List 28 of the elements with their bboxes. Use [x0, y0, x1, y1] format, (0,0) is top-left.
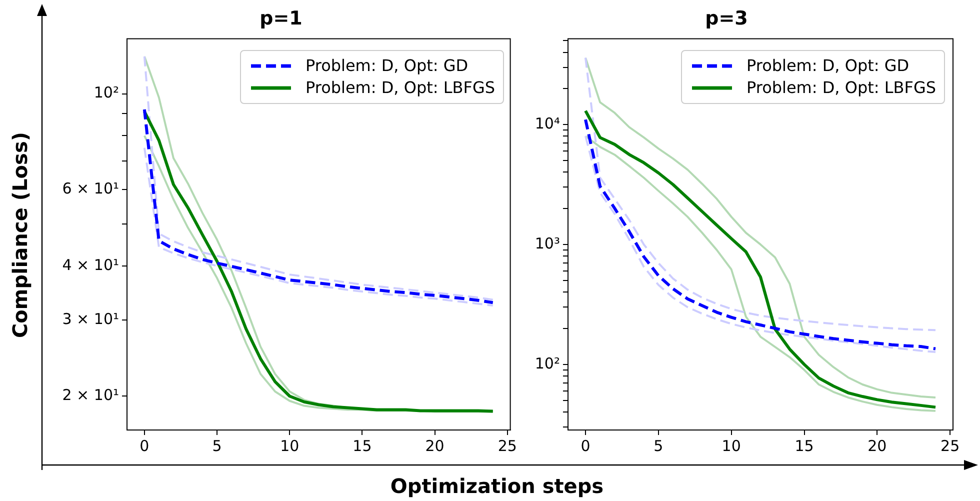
- x-tick-label: 10: [280, 436, 300, 455]
- y-tick-label: 6 × 10¹: [62, 180, 119, 198]
- x-tick-label: 10: [722, 436, 741, 455]
- chart-title: p=3: [705, 7, 748, 30]
- x-tick-label: 25: [940, 436, 960, 455]
- x-tick-label: 25: [498, 436, 517, 455]
- x-tick-label: 15: [794, 436, 814, 455]
- x-tick-label: 20: [868, 436, 887, 455]
- y-tick-label: 4 × 10¹: [62, 256, 119, 274]
- y-tick-label: 3 × 10¹: [62, 310, 119, 328]
- x-tick-label: 20: [425, 436, 444, 455]
- chart-title: p=1: [260, 7, 302, 30]
- x-tick-label: 5: [212, 436, 222, 455]
- legend-label: Problem: D, Opt: GD: [746, 55, 910, 77]
- x-tick-label: 0: [580, 436, 590, 455]
- y-tick-label: 10³: [534, 234, 560, 252]
- x-tick-label: 15: [352, 436, 372, 455]
- x-tick-label: 5: [654, 436, 664, 455]
- y-axis-title: Compliance (Loss): [8, 132, 32, 338]
- legend-label: Problem: D, Opt: LBFGS: [305, 77, 495, 99]
- legend-label: Problem: D, Opt: GD: [305, 55, 468, 77]
- y-tick-label: 2 × 10¹: [62, 386, 119, 404]
- y-tick-label: 10⁴: [534, 114, 560, 132]
- legend-label: Problem: D, Opt: LBFGS: [746, 77, 936, 99]
- y-tick-label: 10²: [94, 84, 119, 102]
- y-tick-label: 10²: [534, 354, 560, 372]
- x-tick-label: 0: [140, 436, 150, 455]
- x-axis-title: Optimization steps: [390, 474, 604, 498]
